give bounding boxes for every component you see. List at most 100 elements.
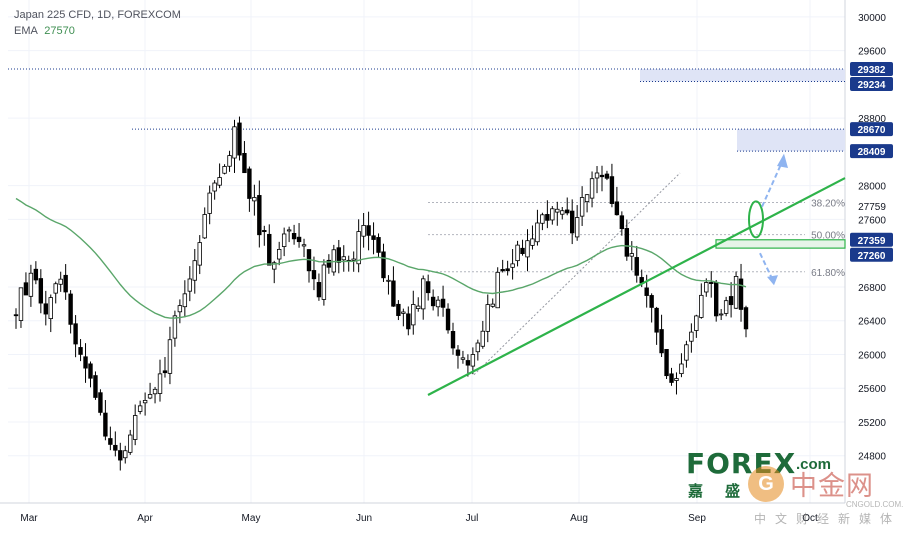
arrow-down-line bbox=[759, 252, 773, 279]
candle-body bbox=[177, 305, 183, 313]
price-label-box bbox=[850, 247, 893, 262]
candle-body bbox=[728, 296, 734, 306]
arrow-up-line bbox=[761, 161, 783, 208]
candle-body bbox=[262, 230, 267, 233]
y-tick-label: 30000 bbox=[858, 13, 886, 24]
candle-body bbox=[723, 300, 729, 314]
candle-body bbox=[88, 363, 93, 379]
candle-body bbox=[714, 281, 719, 317]
y-tick-label: 28000 bbox=[858, 182, 886, 193]
candle-body bbox=[699, 294, 704, 318]
x-tick-label: Aug bbox=[570, 513, 588, 524]
candle-body bbox=[649, 295, 654, 308]
candle-body bbox=[227, 155, 232, 167]
candle-body bbox=[689, 331, 694, 342]
candle-body bbox=[520, 247, 525, 255]
fib-label: 50.00% bbox=[811, 231, 845, 242]
candle-body bbox=[247, 168, 252, 199]
y-tick-label: 28800 bbox=[858, 114, 886, 125]
price-label-box bbox=[850, 122, 893, 137]
price-label-box bbox=[850, 77, 893, 92]
cngold-name: 中金网 bbox=[790, 471, 874, 502]
candle-body bbox=[33, 268, 39, 281]
candle-body bbox=[257, 195, 262, 236]
candle-body bbox=[743, 307, 749, 330]
candle-body bbox=[694, 315, 699, 331]
price-label-text: 27260 bbox=[858, 251, 886, 262]
price-label-box bbox=[850, 232, 893, 247]
candle-body bbox=[217, 177, 222, 186]
y-tick-label: 29600 bbox=[858, 47, 886, 58]
fib-label: 61.80% bbox=[811, 268, 845, 279]
candle-body bbox=[301, 244, 307, 247]
candle-body bbox=[669, 373, 674, 383]
candle-body bbox=[276, 248, 282, 260]
candle-body bbox=[718, 313, 724, 316]
y-axis: 30000 29600 28800 28000 27600 26800 26400 26000… bbox=[858, 13, 886, 463]
candle-body bbox=[237, 122, 242, 156]
price-label-text: 27359 bbox=[858, 236, 886, 247]
ema-line bbox=[15, 197, 747, 319]
candle-body bbox=[336, 247, 341, 263]
y-tick-label: 25600 bbox=[858, 384, 886, 395]
candle-body bbox=[435, 299, 441, 308]
x-tick-label: Jul bbox=[466, 513, 479, 524]
cngold-url: CNGOLD.COM.CN bbox=[846, 500, 903, 509]
x-tick-label: May bbox=[242, 513, 261, 524]
x-axis: Mar Apr May Jun Jul Aug Sep Oct bbox=[20, 513, 818, 524]
candle-body bbox=[664, 348, 669, 377]
candle-body bbox=[455, 349, 461, 356]
highlight-ellipse bbox=[748, 200, 764, 239]
candle-body bbox=[386, 279, 391, 282]
candle-body bbox=[450, 331, 456, 349]
candle-body bbox=[619, 215, 625, 230]
candle-body bbox=[535, 222, 540, 243]
candle-body bbox=[599, 174, 605, 178]
y-tick-label: 25200 bbox=[858, 418, 886, 429]
candle-body bbox=[351, 258, 356, 261]
candle-body bbox=[371, 235, 376, 240]
candle-body bbox=[98, 392, 103, 413]
cngold-watermark: G 中金网 CNGOLD.COM.CN 中文财经新媒体 bbox=[742, 464, 903, 534]
candle-body bbox=[291, 233, 297, 240]
candle-body bbox=[38, 278, 44, 304]
candle-body bbox=[356, 231, 361, 265]
candle-body bbox=[425, 281, 431, 294]
candle-body bbox=[634, 257, 639, 276]
candle-body bbox=[23, 282, 29, 296]
candle-body bbox=[659, 329, 664, 354]
price-zones bbox=[640, 69, 846, 249]
trendline bbox=[427, 177, 846, 396]
candle-body bbox=[123, 450, 128, 459]
candle-body bbox=[113, 444, 118, 451]
candle-body bbox=[366, 225, 371, 236]
candle-body bbox=[73, 323, 78, 345]
candle-body bbox=[530, 238, 535, 246]
x-tick-label: Sep bbox=[688, 513, 706, 524]
price-label-text: 28409 bbox=[858, 147, 886, 158]
scenario-arrows bbox=[759, 153, 788, 286]
candle-body bbox=[584, 194, 590, 203]
candle-body bbox=[162, 370, 168, 374]
candle-body bbox=[733, 276, 739, 309]
candle-body bbox=[108, 438, 113, 445]
candle-body bbox=[470, 354, 476, 367]
candle-body bbox=[604, 173, 610, 179]
candle-body bbox=[187, 278, 193, 292]
candles bbox=[13, 116, 749, 471]
y-tick-label: 26800 bbox=[858, 283, 886, 294]
price-labels: 29382 29234 28670 28409 27359 27260 bbox=[850, 62, 893, 262]
candle-body bbox=[93, 375, 98, 398]
reference-lines bbox=[8, 68, 845, 152]
arrow-down-head bbox=[767, 275, 778, 286]
candle-body bbox=[132, 415, 138, 440]
candle-body bbox=[281, 233, 287, 247]
resistance-zone-upper bbox=[640, 69, 845, 82]
candle-body bbox=[525, 240, 530, 258]
candle-body bbox=[142, 399, 148, 404]
candle-body bbox=[565, 209, 570, 214]
candle-body bbox=[485, 304, 490, 332]
candle-body bbox=[550, 208, 555, 221]
candle-body bbox=[118, 450, 123, 461]
